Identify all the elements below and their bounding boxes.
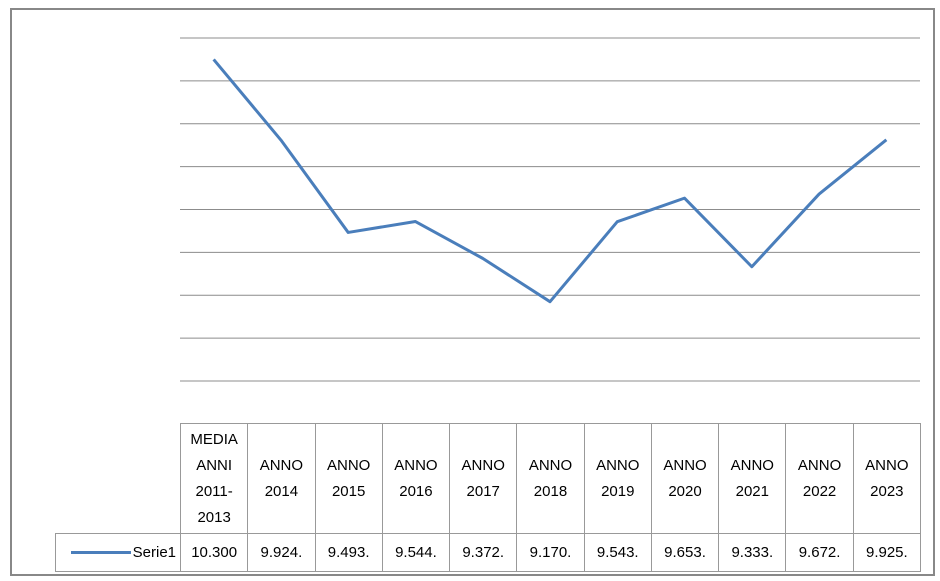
category-cell: ANNO 2021 xyxy=(718,423,787,534)
category-cell: ANNO 2022 xyxy=(785,423,854,534)
value-cell: 9.653. xyxy=(650,533,720,572)
value-cell: 9.672. xyxy=(785,533,854,572)
value-cell: 9.543. xyxy=(583,533,652,572)
category-cell: ANNO 2020 xyxy=(650,423,720,534)
category-cell: ANNO 2015 xyxy=(314,423,383,534)
value-cell: 9.925. xyxy=(852,533,921,572)
category-cell: ANNO 2017 xyxy=(449,423,518,534)
legend-label: Serie1 xyxy=(132,543,176,561)
value-cell: 9.333. xyxy=(718,533,787,572)
category-cell: ANNO 2019 xyxy=(583,423,652,534)
category-cell: ANNO 2023 xyxy=(852,423,921,534)
value-cell: 10.300 xyxy=(180,533,249,572)
chart-frame xyxy=(10,8,935,576)
series-line xyxy=(212,58,888,304)
category-cell: ANNO 2014 xyxy=(247,423,316,534)
value-cell: 9.372. xyxy=(449,533,518,572)
legend-swatch xyxy=(70,551,131,554)
legend-cell: Serie1 xyxy=(55,533,181,572)
value-cell: 9.924. xyxy=(247,533,316,572)
value-cell: 9.170. xyxy=(516,533,585,572)
value-cell: 9.544. xyxy=(381,533,451,572)
category-cell: MEDIA ANNI 2011-2013 xyxy=(180,423,249,534)
value-cell: 9.493. xyxy=(314,533,383,572)
category-cell: ANNO 2016 xyxy=(381,423,451,534)
category-cell: ANNO 2018 xyxy=(516,423,585,534)
